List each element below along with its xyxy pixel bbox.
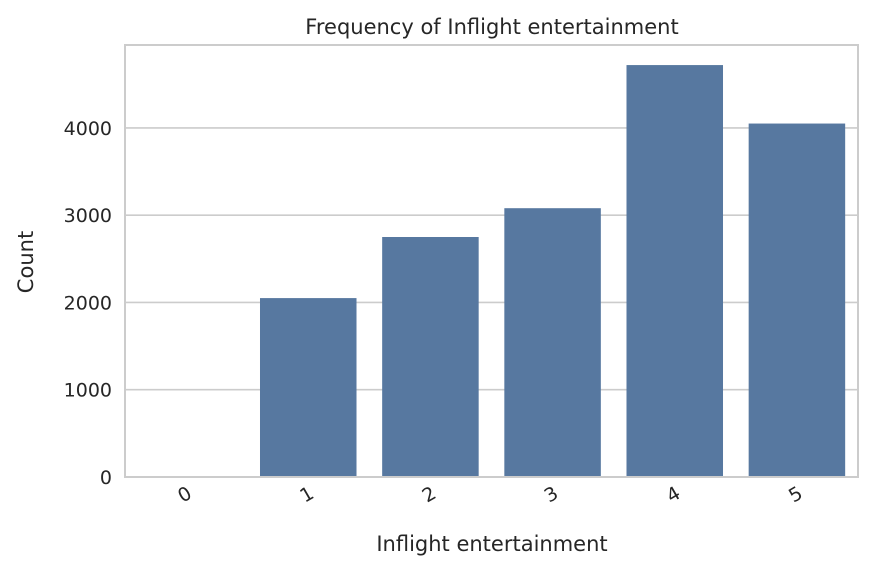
bar-2 — [382, 237, 479, 477]
y-tick-labels: 0 1000 2000 3000 4000 — [64, 118, 112, 489]
bar-4 — [626, 65, 724, 477]
x-axis-label: Inflight entertainment — [376, 532, 607, 556]
y-tick-label: 0 — [100, 467, 112, 489]
y-tick-label: 4000 — [64, 118, 112, 140]
y-tick-label: 2000 — [64, 292, 112, 314]
bar-1 — [259, 298, 357, 477]
bar-3 — [504, 208, 601, 477]
chart-title: Frequency of Inflight entertainment — [305, 15, 678, 39]
bar-5 — [748, 123, 846, 477]
y-tick-label: 3000 — [64, 205, 112, 227]
plot-frame — [124, 44, 859, 478]
y-tick-label: 1000 — [64, 380, 112, 402]
y-axis-label: Count — [14, 231, 38, 293]
bars — [137, 65, 846, 477]
